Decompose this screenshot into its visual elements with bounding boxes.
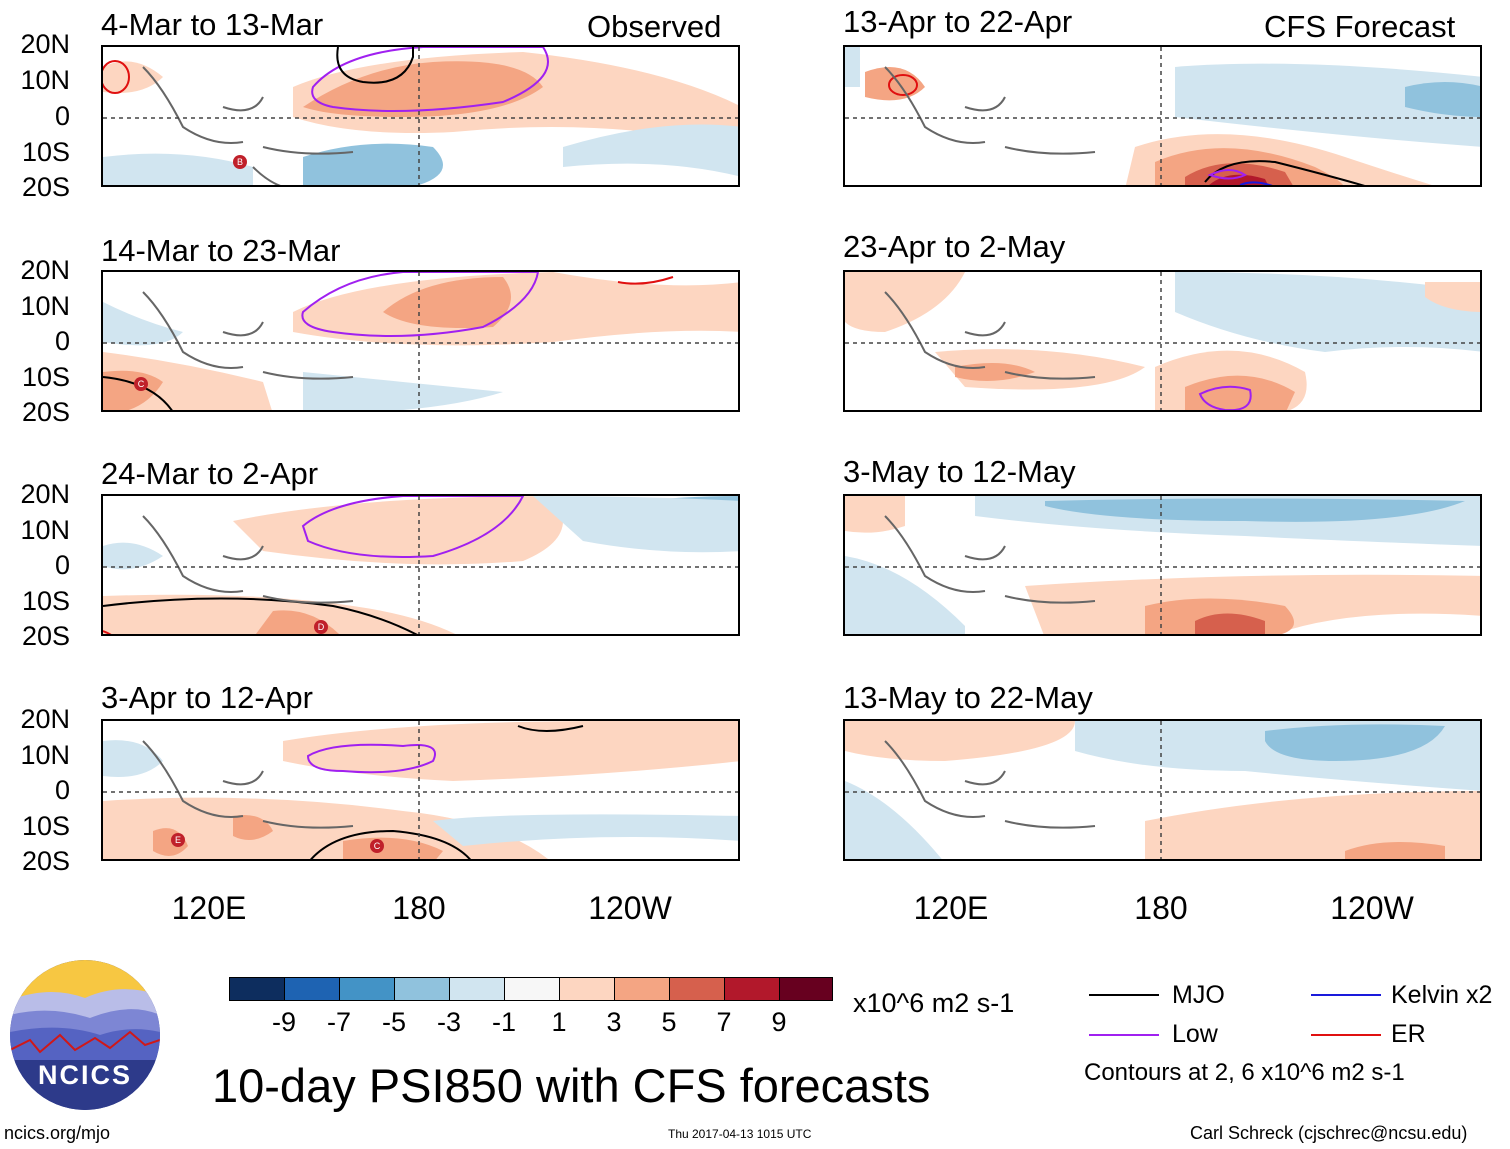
- panel-title-3: 14-Mar to 23-Mar: [101, 233, 341, 268]
- colorbar-swatch-8: [614, 977, 670, 1001]
- footer-url[interactable]: ncics.org/mjo: [4, 1123, 111, 1143]
- y-label-10s: 10S: [21, 137, 70, 167]
- map-panel-4-field: [845, 272, 1480, 410]
- y-label-20s: 20S: [21, 846, 70, 876]
- legend-er-label: ER: [1391, 1020, 1426, 1048]
- x-label-120w-right: 120W: [1330, 890, 1414, 926]
- colorbar-swatch-9: [669, 977, 725, 1001]
- y-label-20n: 20N: [20, 29, 70, 59]
- colorbar-swatch-2: [284, 977, 340, 1001]
- y-label-10n: 10N: [20, 740, 70, 770]
- map-panel-6: [843, 494, 1482, 636]
- y-label-10n: 10N: [20, 515, 70, 545]
- x-label-120e-right: 120E: [913, 890, 989, 926]
- legend-mjo-label: MJO: [1172, 981, 1225, 1009]
- panel-title-8: 13-May to 22-May: [843, 680, 1093, 715]
- colorbar-label: 1: [551, 1007, 567, 1037]
- legend-low-line: [1089, 1034, 1159, 1036]
- map-panel-1: B: [101, 45, 740, 187]
- x-label-180-left: 180: [392, 890, 446, 926]
- colorbar-swatch-11: [779, 977, 833, 1001]
- storm-marker-c: C: [134, 377, 148, 391]
- legend-er-line: [1311, 1034, 1381, 1036]
- y-label-eq: 0: [54, 775, 70, 805]
- panel-tag-observed: Observed: [587, 9, 722, 44]
- y-label-10n: 10N: [20, 65, 70, 95]
- x-label-120e-left: 120E: [171, 890, 247, 926]
- map-panel-8: [843, 719, 1482, 861]
- figure-title: 10-day PSI850 with CFS forecasts: [212, 1059, 931, 1112]
- colorbar-label: 9: [771, 1007, 787, 1037]
- legend-kelvin-line: [1311, 994, 1381, 996]
- x-label-120w-left: 120W: [588, 890, 672, 926]
- map-panel-3-field: [103, 272, 738, 410]
- map-panel-4: [843, 270, 1482, 412]
- panel-title-1: 4-Mar to 13-Mar: [101, 7, 324, 42]
- panel-title-6: 3-May to 12-May: [843, 454, 1076, 489]
- map-panel-2-field: [845, 47, 1480, 185]
- footer-credit: Carl Schreck (cjschrec@ncsu.edu): [1190, 1123, 1468, 1143]
- storm-marker-d: D: [314, 620, 328, 634]
- legend-low-label: Low: [1172, 1020, 1218, 1048]
- y-label-20n: 20N: [20, 704, 70, 734]
- colorbar-label: -7: [326, 1007, 351, 1037]
- colorbar-label: -3: [436, 1007, 461, 1037]
- colorbar-swatch-4: [394, 977, 450, 1001]
- map-panel-5: D: [101, 494, 740, 636]
- panel-title-4: 23-Apr to 2-May: [843, 229, 1066, 264]
- y-label-eq: 0: [54, 326, 70, 356]
- colorbar-swatch-6: [504, 977, 560, 1001]
- storm-marker-b: B: [233, 155, 247, 169]
- y-label-10s: 10S: [21, 362, 70, 392]
- ncics-logo: NCICS: [10, 960, 160, 1110]
- y-label-20n: 20N: [20, 479, 70, 509]
- colorbar-swatch-3: [339, 977, 395, 1001]
- y-label-10n: 10N: [20, 291, 70, 321]
- y-label-20s: 20S: [21, 397, 70, 427]
- logo-text: NCICS: [37, 1060, 132, 1090]
- y-label-10s: 10S: [21, 811, 70, 841]
- map-panel-6-field: [845, 496, 1480, 634]
- y-label-10s: 10S: [21, 586, 70, 616]
- map-panel-7-field: [103, 721, 738, 859]
- panel-title-5: 24-Mar to 2-Apr: [101, 456, 319, 491]
- colorbar-label: 3: [606, 1007, 622, 1037]
- map-panel-1-field: [103, 47, 738, 185]
- map-panel-2: [843, 45, 1482, 187]
- y-label-20s: 20S: [21, 172, 70, 202]
- panel-title-7: 3-Apr to 12-Apr: [101, 680, 313, 715]
- colorbar-units: x10^6 m2 s-1: [853, 988, 1015, 1018]
- legend-contour-note: Contours at 2, 6 x10^6 m2 s-1: [1084, 1059, 1405, 1086]
- y-label-eq: 0: [54, 101, 70, 131]
- colorbar-label: -5: [381, 1007, 406, 1037]
- colorbar-label: 5: [661, 1007, 677, 1037]
- colorbar-label: -1: [491, 1007, 516, 1037]
- legend-kelvin-label: Kelvin x2: [1391, 981, 1493, 1009]
- map-panel-7: E C: [101, 719, 740, 861]
- legend-mjo-line: [1089, 994, 1159, 996]
- colorbar-swatch-10: [724, 977, 780, 1001]
- storm-marker-e: E: [171, 833, 185, 847]
- storm-marker-c2: C: [370, 839, 384, 853]
- colorbar-swatch-1: [229, 977, 285, 1001]
- x-label-180-right: 180: [1134, 890, 1188, 926]
- colorbar-label: -9: [271, 1007, 296, 1037]
- colorbar-swatch-5: [449, 977, 505, 1001]
- map-panel-5-field: [103, 496, 738, 634]
- colorbar-label: 7: [716, 1007, 732, 1037]
- footer-timestamp: Thu 2017-04-13 1015 UTC: [668, 1127, 812, 1141]
- map-panel-3: C: [101, 270, 740, 412]
- panel-title-2: 13-Apr to 22-Apr: [843, 4, 1073, 39]
- y-label-eq: 0: [54, 550, 70, 580]
- map-panel-8-field: [845, 721, 1480, 859]
- y-label-20n: 20N: [20, 255, 70, 285]
- y-label-20s: 20S: [21, 621, 70, 651]
- panel-tag-cfs-forecast: CFS Forecast: [1264, 9, 1456, 44]
- colorbar-swatch-7: [559, 977, 615, 1001]
